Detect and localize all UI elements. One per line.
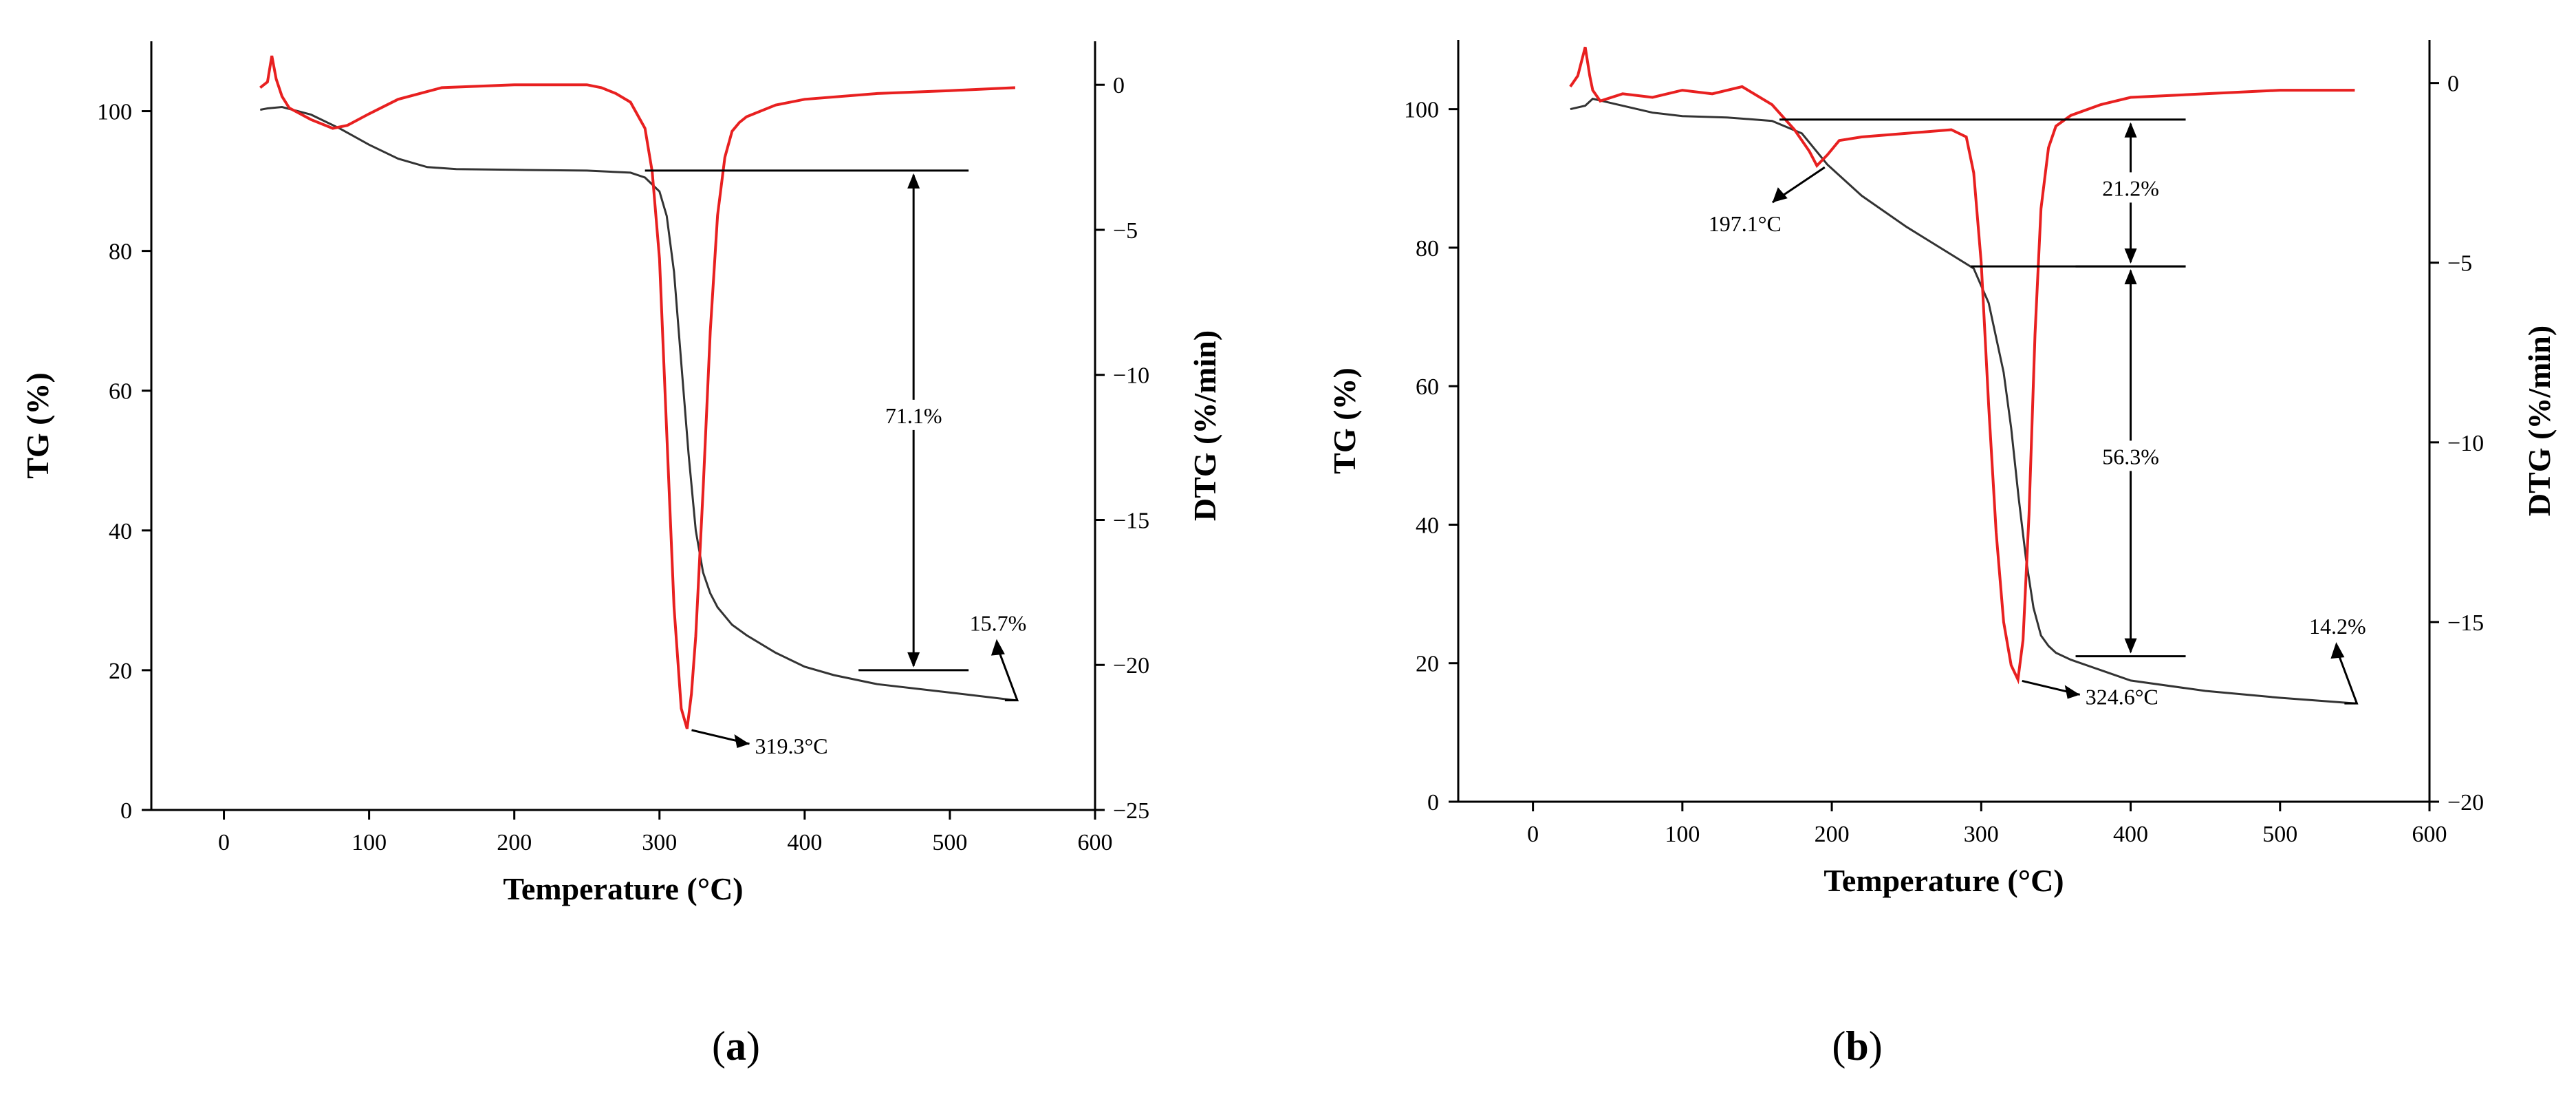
y-right-tick-label: −15 xyxy=(2447,610,2484,636)
x-tick-label: 300 xyxy=(642,830,677,855)
y-left-tick-label: 100 xyxy=(97,100,132,125)
x-tick-label: 0 xyxy=(218,830,230,855)
end-label: 15.7% xyxy=(970,611,1027,636)
x-tick-label: 100 xyxy=(351,830,387,855)
peak-label: 324.6°C xyxy=(2086,684,2158,709)
point-arrow-head xyxy=(1772,187,1788,203)
span-label-bg xyxy=(2082,440,2179,471)
panel-label: (b) xyxy=(1832,1023,1882,1069)
peak-arrow-head xyxy=(734,734,750,748)
y-left-tick-label: 40 xyxy=(109,519,132,544)
span-label: 71.1% xyxy=(885,403,942,428)
y-right-tick-label: −5 xyxy=(2447,251,2472,277)
y-left-tick-label: 60 xyxy=(1416,374,1439,400)
y-left-tick-label: 20 xyxy=(1416,652,1439,677)
panel-label: (a) xyxy=(712,1023,760,1069)
end-arrow-line xyxy=(997,648,1019,702)
y-left-tick-label: 80 xyxy=(1416,236,1439,262)
tg-series-line xyxy=(260,105,1016,702)
y-left-tick-label: 80 xyxy=(109,239,132,265)
x-tick-label: 100 xyxy=(1665,822,1700,847)
span-label-bg xyxy=(865,399,962,430)
y-right-tick-label: −25 xyxy=(1113,798,1149,824)
y-right-tick-label: −5 xyxy=(1113,218,1138,244)
y-right-tick-label: −10 xyxy=(1113,363,1149,389)
dtg-series-line xyxy=(259,55,1015,729)
span-arrow-head-up xyxy=(2124,269,2137,285)
y-right-tick-label: −20 xyxy=(2447,790,2484,815)
y-right-axis-title: DTG (%/min) xyxy=(2522,325,2557,516)
span-label-bg xyxy=(2082,172,2179,203)
x-tick-label: 400 xyxy=(2113,822,2148,847)
y-right-axis-title: DTG (%/min) xyxy=(1187,330,1222,521)
x-axis-title: Temperature (°C) xyxy=(1823,863,2064,898)
y-left-tick-label: 0 xyxy=(120,798,132,824)
x-tick-label: 500 xyxy=(932,830,967,855)
x-tick-label: 200 xyxy=(497,830,532,855)
x-axis-title: Temperature (°C) xyxy=(503,871,743,906)
end-arrow-head xyxy=(2330,642,2345,659)
span-label: 56.3% xyxy=(2102,444,2159,469)
end-label: 14.2% xyxy=(2309,614,2366,639)
y-left-axis-title: TG (%) xyxy=(20,372,55,479)
chart-panel-b: 0 100 200 300 400 500 600 0 20 40 60 80 100 −20 −15 −10… xyxy=(1327,40,2557,1069)
span-arrow-head-down xyxy=(907,652,920,668)
chart-panel-a: 0 100 200 300 400 500 600 0 20 40 60 80 100 −25 −20 −15… xyxy=(20,41,1222,1069)
x-tick-label: 0 xyxy=(1527,822,1539,847)
span-label: 21.2% xyxy=(2102,175,2159,200)
y-right-tick-label: 0 xyxy=(2447,72,2459,97)
x-tick-label: 300 xyxy=(1964,822,1999,847)
tg-series-line xyxy=(1570,97,2355,705)
span-arrow-head-down xyxy=(2124,638,2137,654)
y-left-tick-label: 20 xyxy=(109,659,132,684)
x-tick-label: 500 xyxy=(2262,822,2297,847)
x-tick-label: 600 xyxy=(2412,822,2447,847)
dtg-series-line xyxy=(1569,46,2355,685)
y-left-tick-label: 0 xyxy=(1427,790,1439,815)
span-arrow-head-up xyxy=(2124,122,2137,138)
y-left-tick-label: 100 xyxy=(1404,98,1439,123)
end-arrow-head xyxy=(991,639,1005,656)
x-tick-label: 400 xyxy=(787,830,822,855)
y-right-tick-label: −10 xyxy=(2447,431,2484,456)
point-label: 197.1°C xyxy=(1709,211,1782,236)
peak-label: 319.3°C xyxy=(755,734,828,758)
y-left-tick-label: 60 xyxy=(109,379,132,405)
y-right-tick-label: 0 xyxy=(1113,73,1125,98)
x-tick-label: 600 xyxy=(1078,830,1113,855)
x-tick-label: 200 xyxy=(1815,822,1850,847)
y-left-tick-label: 40 xyxy=(1416,513,1439,538)
y-left-axis-title: TG (%) xyxy=(1327,367,1362,474)
y-right-tick-label: −20 xyxy=(1113,653,1149,679)
end-arrow-line xyxy=(2336,651,2359,705)
span-arrow-head-up xyxy=(907,173,920,189)
span-arrow-head-down xyxy=(2124,248,2137,264)
peak-arrow-head xyxy=(2064,685,2080,699)
y-right-tick-label: −15 xyxy=(1113,508,1149,533)
